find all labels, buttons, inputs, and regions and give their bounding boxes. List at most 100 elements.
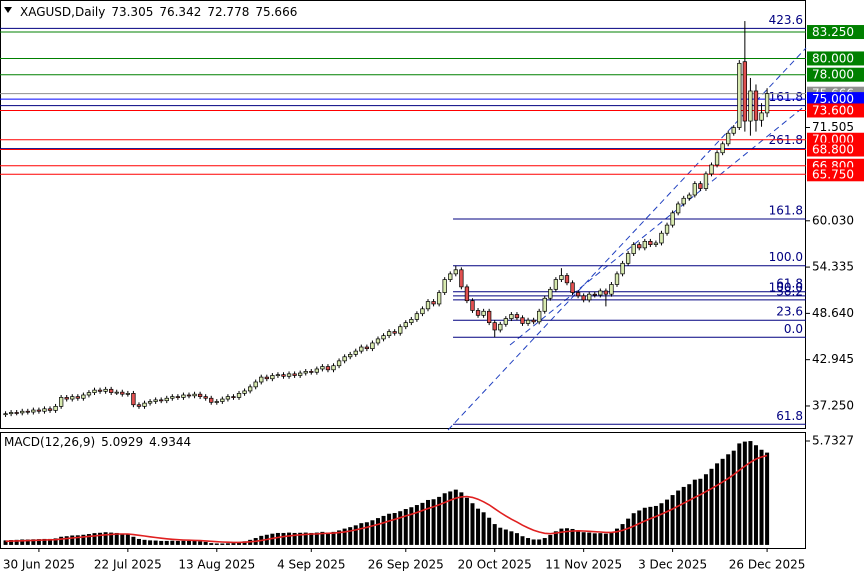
candle-body bbox=[153, 399, 158, 402]
candle-body bbox=[514, 314, 520, 319]
x-tick-label: 22 Jul 2025 bbox=[94, 558, 162, 572]
level-label-box bbox=[807, 51, 864, 66]
macd-bar bbox=[753, 445, 758, 545]
menu-triangle[interactable] bbox=[4, 7, 12, 13]
macd-bar bbox=[481, 512, 486, 545]
x-tick-label: 11 Nov 2025 bbox=[545, 558, 622, 572]
macd-bar bbox=[448, 491, 453, 545]
macd-bar bbox=[592, 533, 597, 545]
candle-body bbox=[659, 232, 664, 244]
macd-bar bbox=[653, 505, 658, 545]
candle-body bbox=[220, 398, 225, 402]
fib-label: 100.0 bbox=[769, 280, 803, 294]
level-label-box bbox=[807, 167, 864, 182]
candle-body bbox=[436, 292, 442, 305]
candle-body bbox=[281, 374, 286, 377]
candle-body bbox=[381, 335, 386, 340]
macd-bar bbox=[103, 532, 108, 545]
fib-label: 100.0 bbox=[769, 250, 803, 264]
candle-body bbox=[58, 397, 64, 407]
candle-body bbox=[270, 375, 275, 380]
candle-body bbox=[464, 286, 470, 302]
macd-bar bbox=[659, 503, 664, 545]
y-tick-label: 37.250 bbox=[812, 398, 854, 412]
macd-bar bbox=[342, 528, 347, 545]
candle-body bbox=[714, 152, 720, 166]
macd-bar bbox=[275, 532, 280, 545]
candle-body bbox=[75, 396, 80, 399]
candle-body bbox=[403, 322, 408, 328]
candle-body bbox=[453, 269, 458, 275]
macd-bar bbox=[715, 463, 720, 545]
candle-body bbox=[25, 410, 30, 413]
candle-body bbox=[748, 90, 753, 122]
macd-bar bbox=[692, 479, 697, 545]
candle-body bbox=[503, 318, 508, 325]
macd-bar bbox=[36, 539, 41, 545]
macd-bar bbox=[514, 533, 519, 545]
macd-bar bbox=[426, 499, 431, 545]
candle-body bbox=[742, 61, 748, 122]
candle-body bbox=[625, 253, 631, 264]
candle-body bbox=[131, 393, 136, 406]
fib-label: 423.6 bbox=[769, 13, 803, 27]
macd-bar bbox=[175, 540, 180, 545]
candle-body bbox=[292, 373, 297, 376]
signal-line bbox=[5, 454, 768, 544]
candle-body bbox=[53, 406, 58, 411]
candle-body bbox=[559, 275, 564, 280]
x-tick-label: 13 Aug 2025 bbox=[178, 558, 255, 572]
level-label: 78.000 bbox=[812, 68, 854, 82]
macd-bar bbox=[520, 536, 525, 545]
candle-body bbox=[409, 319, 414, 323]
macd-bar bbox=[186, 540, 191, 545]
macd-bar bbox=[64, 536, 69, 545]
macd-bar bbox=[409, 507, 414, 545]
candle-body bbox=[164, 397, 169, 402]
macd-bar bbox=[81, 534, 86, 545]
macd-bar bbox=[559, 528, 564, 545]
candle-body bbox=[186, 394, 192, 397]
macd-bar bbox=[681, 486, 686, 545]
candle-body bbox=[537, 310, 542, 323]
candle-body bbox=[14, 412, 19, 414]
macd-bar bbox=[348, 527, 353, 545]
macd-bar bbox=[637, 510, 642, 545]
macd-bar bbox=[370, 520, 375, 545]
macd-bar bbox=[759, 449, 764, 545]
macd-bar bbox=[198, 541, 203, 545]
macd-bar bbox=[114, 532, 119, 545]
macd-bar bbox=[487, 517, 492, 545]
high-value: 76.342 bbox=[159, 5, 201, 19]
macd-bar bbox=[70, 535, 75, 545]
candle-body bbox=[247, 386, 253, 392]
candle-body bbox=[631, 244, 636, 254]
macd-bar bbox=[237, 542, 242, 545]
candle-body bbox=[298, 372, 303, 376]
candle-body bbox=[225, 396, 231, 400]
candle-body bbox=[448, 273, 453, 280]
candle-body bbox=[553, 279, 559, 290]
macd-bar bbox=[414, 505, 419, 545]
candle-body bbox=[703, 173, 709, 189]
macd-bar bbox=[398, 511, 403, 545]
candle-body bbox=[392, 331, 397, 334]
macd-bar bbox=[231, 543, 236, 545]
candle-body bbox=[648, 241, 653, 245]
macd-pane bbox=[0, 432, 806, 549]
candle-body bbox=[570, 282, 575, 293]
fib-label: 161.8 bbox=[769, 203, 803, 217]
macd-bar bbox=[731, 450, 736, 545]
y-tick-label: 42.945 bbox=[812, 352, 854, 366]
signal-value: 4.9344 bbox=[149, 435, 191, 449]
macd-bar bbox=[325, 532, 330, 545]
macd-bar bbox=[214, 543, 219, 545]
channel-lower bbox=[509, 104, 807, 346]
candle-body bbox=[692, 183, 697, 196]
candle-body bbox=[614, 273, 620, 285]
macd-bar bbox=[665, 499, 670, 545]
macd-bar bbox=[209, 543, 214, 545]
macd-bar bbox=[364, 522, 369, 545]
candle-body bbox=[275, 374, 281, 377]
